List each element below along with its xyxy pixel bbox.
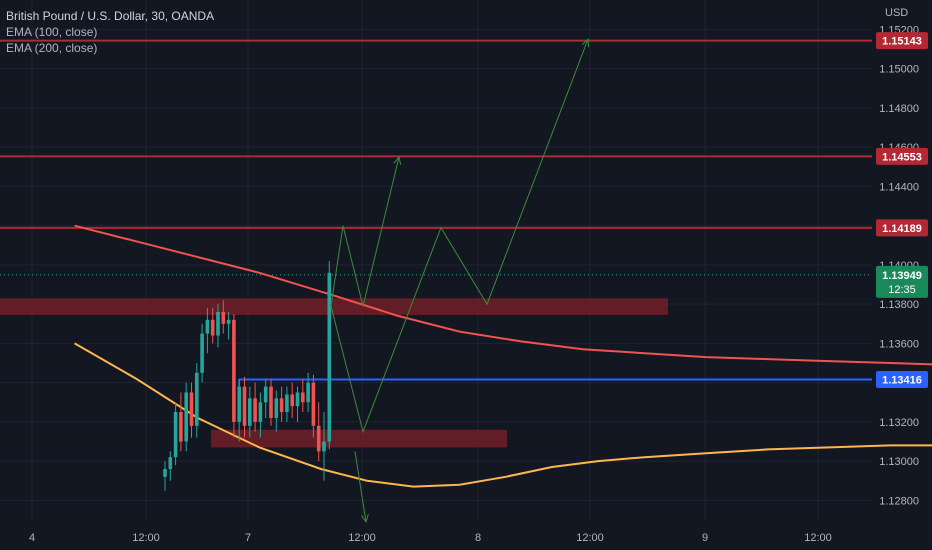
zone-rect	[0, 298, 668, 315]
arrow-head	[393, 155, 402, 165]
candle-body	[210, 319, 215, 336]
time-tick-label: 12:00	[804, 532, 832, 544]
candle-body	[221, 312, 226, 324]
ema-200-line	[74, 342, 932, 488]
level-price-label-bg	[876, 219, 928, 237]
forecast-arrow	[330, 156, 400, 307]
time-tick-label: 12:00	[348, 532, 376, 544]
forecast-arrow	[354, 451, 367, 523]
level-price-label: 1.15143	[882, 36, 922, 48]
arrow-head	[361, 514, 369, 524]
candle-body	[263, 386, 268, 403]
time-tick-label: 8	[475, 532, 481, 544]
price-tick-label: 1.13600	[879, 338, 919, 350]
candle-body	[173, 412, 178, 458]
candle-body	[168, 457, 173, 469]
candle-body	[306, 382, 310, 403]
price-tick-label: 1.13200	[879, 417, 919, 429]
candle-body	[327, 272, 332, 442]
zone-rect	[211, 429, 507, 448]
ema-100-line	[74, 224, 932, 366]
candle-body	[269, 386, 273, 418]
symbol-title[interactable]: British Pound / U.S. Dollar, 30, OANDA	[6, 9, 215, 23]
candle-body	[290, 394, 294, 407]
candle-body	[322, 441, 326, 452]
price-tick-label: 1.15000	[879, 64, 919, 76]
candle-body	[301, 392, 305, 403]
level-price-label-bg	[876, 147, 928, 165]
price-tick-label: 1.13000	[879, 456, 919, 468]
price-labels: 1.15143 1.14553 1.14189 1.13416 1.13949 12:35	[876, 32, 928, 389]
level-price-label: 1.13416	[882, 375, 922, 387]
level-price-label: 1.14553	[882, 151, 922, 163]
candle-body	[189, 392, 194, 426]
time-axis[interactable]: 4 12:00 7 12:00 8 12:00 9 12:00	[29, 532, 832, 544]
grid	[0, 0, 872, 520]
candle-body	[248, 398, 252, 426]
time-tick-label: 9	[702, 532, 708, 544]
candle-body	[242, 386, 247, 426]
candle-body	[216, 312, 220, 336]
price-tick-label: 1.13800	[879, 299, 919, 311]
candle-body	[200, 333, 204, 373]
candle-body	[285, 394, 289, 413]
level-price-label-bg	[876, 371, 928, 389]
candle-body	[258, 402, 263, 422]
time-tick-label: 12:00	[576, 532, 604, 544]
bar-countdown-label: 12:35	[888, 284, 916, 296]
candle-body	[274, 398, 279, 418]
time-tick-label: 4	[29, 532, 35, 544]
candle-body	[237, 386, 241, 422]
level-price-label-bg	[876, 32, 928, 50]
forecast-arrow	[330, 39, 589, 434]
time-tick-label: 12:00	[132, 532, 160, 544]
arrow-head	[581, 38, 590, 48]
candle-body	[179, 412, 183, 442]
current-price-label: 1.13949	[882, 270, 922, 282]
ema-200-legend[interactable]: EMA (200, close)	[6, 41, 98, 55]
candle-body	[279, 398, 284, 413]
forecast-arrows[interactable]	[330, 38, 590, 524]
candle-body	[295, 392, 300, 407]
horizontal-levels[interactable]	[0, 39, 872, 392]
candle-body	[195, 372, 199, 426]
candle-body	[253, 398, 257, 422]
time-tick-label: 7	[245, 532, 251, 544]
currency-label: USD	[885, 7, 909, 19]
candle-body	[163, 468, 167, 477]
level-price-label: 1.14189	[882, 223, 922, 235]
chart-legend[interactable]: British Pound / U.S. Dollar, 30, OANDA E…	[6, 8, 214, 56]
price-tick-label: 1.12800	[879, 495, 919, 507]
candle-body	[316, 425, 321, 452]
ema-lines	[74, 224, 932, 488]
current-price-bg	[876, 265, 928, 298]
ema-100-legend[interactable]: EMA (100, close)	[6, 25, 98, 39]
price-tick-label: 1.14400	[879, 181, 919, 193]
zones	[0, 298, 668, 448]
candle-body	[226, 319, 231, 324]
candlesticks	[163, 260, 332, 491]
candle-body	[232, 319, 236, 422]
candle-body	[184, 392, 188, 442]
price-tick-label: 1.14800	[879, 103, 919, 115]
candle-body	[311, 382, 316, 426]
candle-body	[205, 319, 210, 334]
